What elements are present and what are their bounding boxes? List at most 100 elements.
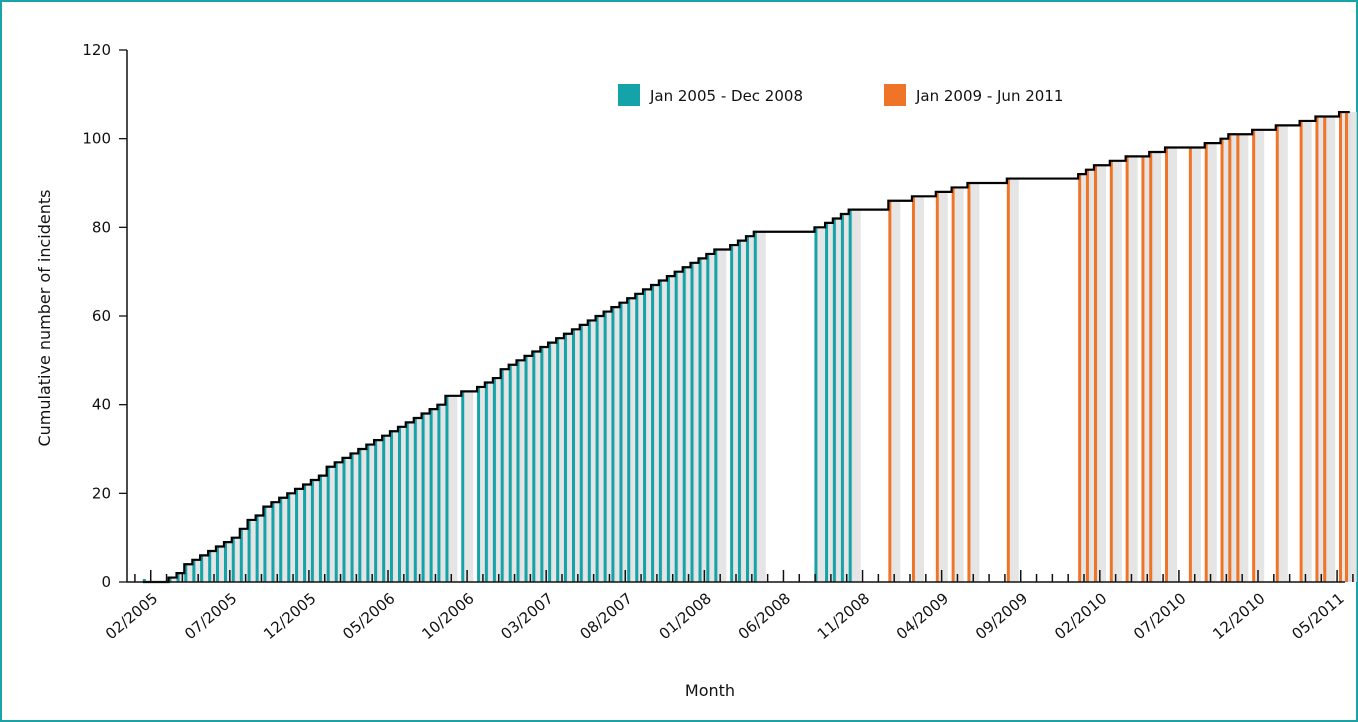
bar-shadow-1-27 [377, 440, 387, 582]
bar-1-49 [563, 333, 567, 582]
bar-shadow-1-5 [203, 555, 213, 582]
bar-2-13 [1165, 147, 1169, 583]
legend-swatch-series-1 [618, 84, 640, 106]
bar-1-4 [192, 559, 196, 582]
bar-shadow-2-16 [1223, 138, 1233, 582]
x-tick-label-0: 02/2005 [102, 589, 161, 643]
bar-shadow-1-61 [661, 280, 671, 582]
bar-2-17 [1228, 134, 1232, 582]
bar-shadow-2-6 [1081, 174, 1091, 582]
bar-shadow-1-74 [828, 222, 838, 582]
bar-shadow-1-4 [195, 559, 205, 582]
y-tick-label-6: 120 [82, 41, 111, 59]
x-tick-label-10: 04/2009 [893, 589, 952, 643]
bar-2-18 [1236, 134, 1240, 582]
bar-shadow-1-44 [527, 355, 537, 582]
x-tick-label-6: 08/2007 [577, 589, 636, 643]
bar-shadow-1-69 [733, 245, 743, 583]
bar-shadow-2-3 [954, 187, 964, 582]
bar-2-16 [1220, 138, 1224, 582]
y-axis-title: Cumulative number of incidents [35, 189, 54, 446]
bar-1-2 [176, 573, 180, 582]
bar-1-39 [484, 382, 488, 582]
bar-1-33 [421, 413, 425, 582]
bar-shadow-2-13 [1168, 147, 1178, 583]
bar-1-10 [239, 528, 243, 582]
bar-shadow-1-75 [835, 218, 845, 582]
legend-swatch-series-2 [884, 84, 906, 106]
bar-1-60 [651, 284, 655, 582]
bar-2-2 [935, 191, 939, 582]
bar-1-5 [200, 555, 204, 582]
bar-1-35 [437, 404, 441, 582]
bar-shadow-1-28 [385, 435, 395, 582]
bar-shadow-1-54 [606, 311, 616, 582]
bar-shadow-2-12 [1152, 151, 1162, 582]
legend-label-series-1: Jan 2005 - Dec 2008 [649, 87, 803, 105]
bar-shadow-1-22 [337, 462, 347, 582]
bar-shadow-1-21 [329, 466, 339, 582]
bar-1-51 [579, 324, 583, 582]
bar-2-5 [1006, 178, 1010, 583]
bar-shadow-2-2 [938, 191, 948, 582]
bar-shadow-1-8 [226, 542, 236, 582]
bar-1-40 [492, 378, 496, 582]
bar-1-61 [658, 280, 662, 582]
bar-1-23 [342, 457, 346, 582]
bar-shadow-2-10 [1128, 156, 1138, 582]
bar-2-15 [1204, 143, 1208, 582]
bar-shadow-1-15 [282, 497, 292, 582]
bar-1-29 [389, 431, 393, 582]
bar-shadow-1-65 [693, 262, 703, 582]
bar-2-9 [1109, 160, 1113, 583]
bar-2-22 [1315, 116, 1319, 582]
bar-1-28 [382, 435, 386, 582]
bar-1-15 [279, 497, 283, 582]
bar-shadow-1-76 [843, 214, 853, 583]
bar-shadow-1-20 [321, 475, 331, 582]
bar-shadow-1-32 [416, 417, 426, 582]
bar-shadow-1-45 [535, 351, 545, 582]
x-tick-label-9: 11/2008 [814, 589, 873, 643]
bar-shadow-2-5 [1009, 178, 1019, 583]
bar-shadow-1-36 [448, 395, 458, 582]
bar-1-0 [142, 579, 146, 582]
bar-1-53 [595, 316, 599, 582]
bar-1-16 [287, 493, 291, 582]
bar-shadow-2-17 [1231, 134, 1241, 582]
bars-layer [142, 112, 1357, 583]
bar-1-21 [326, 466, 330, 582]
bar-shadow-2-11 [1144, 156, 1154, 582]
bar-shadow-1-56 [622, 302, 632, 582]
bar-1-32 [413, 417, 417, 582]
bar-shadow-1-47 [551, 342, 561, 582]
bar-shadow-2-25 [1348, 112, 1357, 583]
bar-1-74 [825, 222, 829, 582]
bar-1-11 [247, 519, 251, 582]
bar-shadow-1-9 [234, 537, 244, 582]
bar-1-70 [737, 240, 741, 582]
bar-1-54 [603, 311, 607, 582]
bar-1-62 [666, 276, 670, 582]
x-tick-label-11: 09/2009 [972, 589, 1031, 643]
bar-1-22 [334, 462, 338, 582]
bar-shadow-1-52 [590, 320, 600, 582]
bar-2-24 [1339, 112, 1343, 583]
bar-shadow-1-18 [306, 484, 316, 582]
legend-label-series-2: Jan 2009 - Jun 2011 [915, 87, 1063, 105]
bar-shadow-1-63 [677, 271, 687, 582]
bar-1-34 [429, 409, 433, 582]
bar-shadow-1-17 [298, 488, 308, 582]
bar-1-75 [832, 218, 836, 582]
bar-shadow-1-16 [290, 493, 300, 582]
bar-1-76 [840, 214, 844, 583]
bar-1-66 [698, 258, 702, 582]
bar-shadow-1-49 [566, 333, 576, 582]
bar-1-24 [350, 453, 354, 582]
bar-1-56 [619, 302, 623, 582]
bar-shadow-1-39 [487, 382, 497, 582]
x-tick-label-4: 10/2006 [418, 589, 477, 643]
bar-shadow-1-59 [646, 289, 656, 582]
y-tick-label-5: 100 [82, 130, 111, 148]
bar-1-72 [753, 231, 757, 582]
